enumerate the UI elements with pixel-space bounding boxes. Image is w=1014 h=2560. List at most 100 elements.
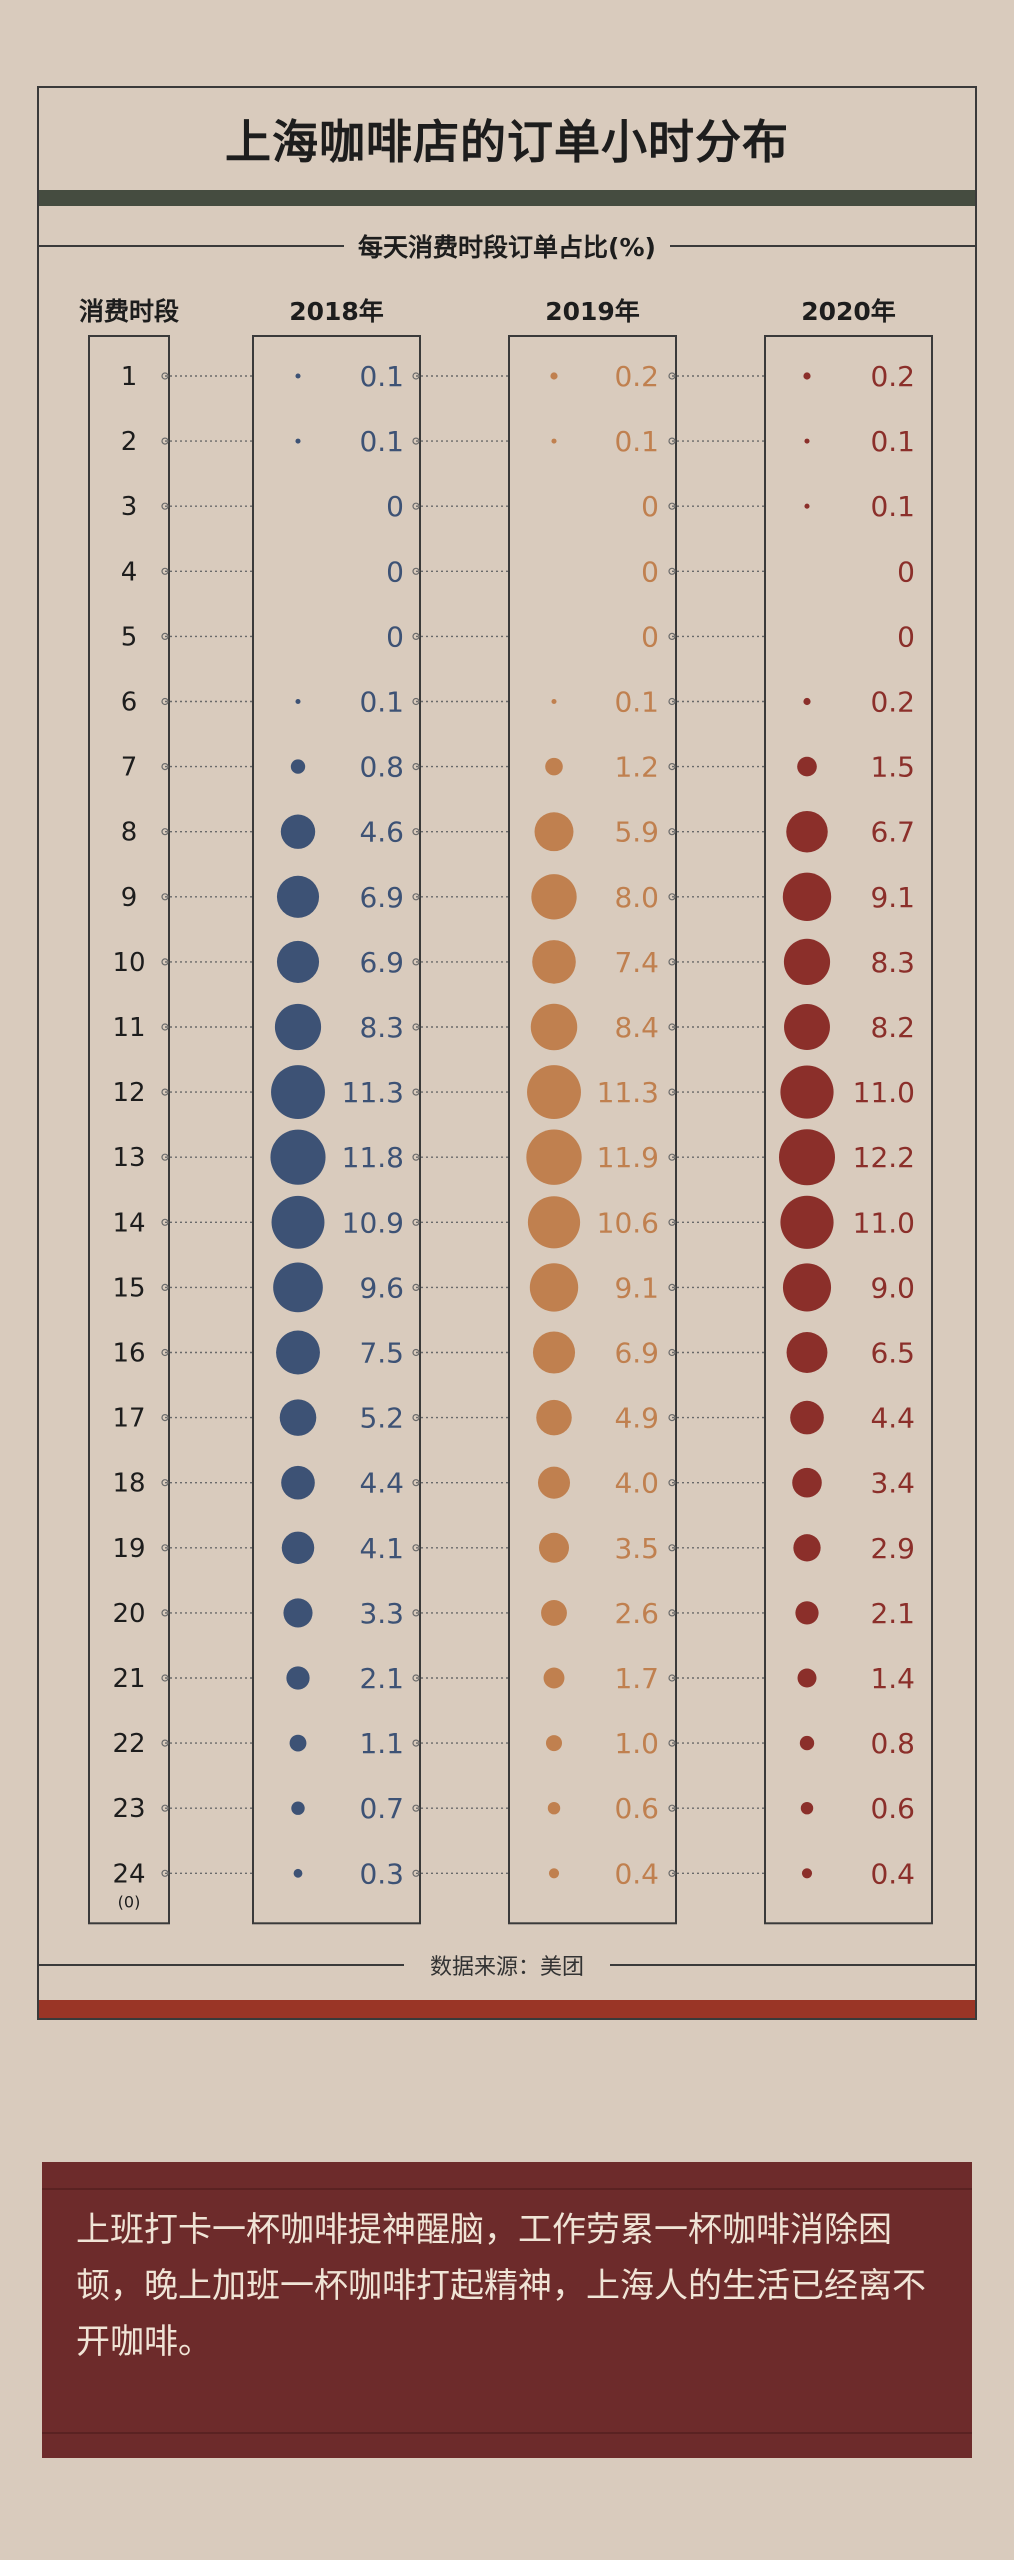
bubble xyxy=(797,756,817,777)
value-label: 4.6 xyxy=(359,816,404,849)
hour-label: 23 xyxy=(112,1794,145,1824)
value-label: 8.0 xyxy=(614,881,659,914)
source-line-left xyxy=(39,1964,404,1966)
chart-title: 上海咖啡店的订单小时分布 xyxy=(225,115,789,169)
value-label: 0.1 xyxy=(359,425,404,458)
bubble xyxy=(782,1263,832,1312)
bottom-accent-bar xyxy=(39,2000,975,2018)
bubble xyxy=(803,697,811,706)
value-label: 0.1 xyxy=(870,425,915,458)
bubble xyxy=(289,1734,307,1752)
bubble xyxy=(793,1534,821,1562)
row-connector-dot xyxy=(412,372,420,380)
row-connector-dot xyxy=(161,958,169,966)
row-connector-dot xyxy=(668,372,676,380)
row-connector-dot xyxy=(668,1413,676,1422)
value-label: 9.6 xyxy=(359,1271,404,1304)
chart-card: 上海咖啡店的订单小时分布 每天消费时段订单占比(%) 消费时段 2018年 2019… xyxy=(37,86,977,2020)
row-connector-dot xyxy=(412,958,420,966)
value-label: 11.0 xyxy=(853,1206,915,1239)
row-connector-dot xyxy=(668,1674,676,1682)
value-label: 11.9 xyxy=(597,1141,659,1174)
row-connector-dot xyxy=(161,828,169,836)
row-connector-dot xyxy=(412,1348,420,1357)
bubble xyxy=(526,1129,582,1185)
value-label: 8.4 xyxy=(614,1011,659,1044)
row-connector-dot xyxy=(412,1609,420,1617)
bubble xyxy=(273,1262,323,1313)
row-connector-dot xyxy=(161,1283,169,1292)
hour-label: 14 xyxy=(112,1208,145,1238)
chart-subtitle: 每天消费时段订单占比(%) xyxy=(358,233,656,262)
bubble xyxy=(551,438,557,444)
row-connector-dot xyxy=(161,1739,169,1747)
hour-label: 16 xyxy=(112,1339,145,1369)
hour-label: 6 xyxy=(121,688,138,718)
bubble xyxy=(792,1467,822,1498)
value-label: 0.4 xyxy=(870,1857,915,1890)
value-label: 8.3 xyxy=(359,1011,404,1044)
bubble xyxy=(790,1400,824,1435)
row-connector-dot xyxy=(668,502,676,510)
row-connector-dot xyxy=(668,1739,676,1747)
value-label: 4.4 xyxy=(870,1402,915,1435)
value-label: 0.1 xyxy=(359,686,404,719)
row-connector-dot xyxy=(161,1869,169,1877)
hour-label: 12 xyxy=(112,1078,145,1108)
hour-label: 1 xyxy=(121,362,138,392)
value-label: 2.1 xyxy=(870,1597,915,1630)
row-connector-dot xyxy=(161,1218,169,1226)
row-connector-dot xyxy=(668,632,676,641)
bubble xyxy=(295,438,301,444)
bubble xyxy=(537,1466,571,1499)
hour-label: 21 xyxy=(112,1664,145,1694)
bubble xyxy=(527,1065,581,1120)
row-connector-dot xyxy=(412,1283,420,1292)
row-connector-dot xyxy=(412,1739,420,1747)
value-label: 9.1 xyxy=(870,881,915,914)
hour-label: 9 xyxy=(121,883,138,913)
row-connector-dot xyxy=(412,1153,420,1161)
row-connector-dot xyxy=(161,762,169,771)
row-connector-dot xyxy=(412,762,420,771)
row-connector-dot xyxy=(161,567,169,575)
row-connector-dot xyxy=(161,502,169,510)
bubble xyxy=(551,698,557,705)
row-connector-dot xyxy=(412,1544,420,1552)
row-connector-dot xyxy=(161,1153,169,1161)
row-connector-dot xyxy=(668,893,676,901)
bubble xyxy=(536,1399,572,1436)
value-label: 1.2 xyxy=(614,751,659,784)
bubble xyxy=(295,373,301,379)
data-source: 数据来源：美团 xyxy=(430,1955,585,1980)
bubble xyxy=(541,1599,567,1626)
row-connector-dot xyxy=(161,1413,169,1422)
value-label: 0.3 xyxy=(359,1857,404,1890)
row-connector-dot xyxy=(668,1218,676,1226)
value-label: 11.3 xyxy=(342,1076,404,1109)
value-label: 0 xyxy=(897,620,915,653)
row-connector-dot xyxy=(668,828,676,836)
row-connector-dot xyxy=(668,762,676,771)
source-line-right xyxy=(610,1964,976,1966)
bubble xyxy=(279,1399,317,1436)
caption-box-bottom-line xyxy=(42,2432,972,2434)
row-connector-dot xyxy=(668,567,676,575)
bubble xyxy=(276,940,320,983)
bubble xyxy=(276,875,320,918)
bubble xyxy=(290,759,306,774)
row-connector-dot xyxy=(412,567,420,575)
value-label: 0.1 xyxy=(614,686,659,719)
hour-label: 13 xyxy=(112,1143,145,1173)
value-label: 6.5 xyxy=(870,1337,915,1370)
bubble xyxy=(271,1195,325,1249)
row-connector-dot xyxy=(668,1869,676,1877)
row-connector-dot xyxy=(161,1674,169,1682)
value-label: 4.1 xyxy=(359,1532,404,1565)
row-connector-dot xyxy=(161,1088,169,1096)
row-connector-dot xyxy=(161,437,169,445)
row-connector-dot xyxy=(161,1544,169,1552)
bubble xyxy=(779,1129,835,1186)
bubble xyxy=(795,1601,819,1625)
bubble xyxy=(527,1196,581,1249)
